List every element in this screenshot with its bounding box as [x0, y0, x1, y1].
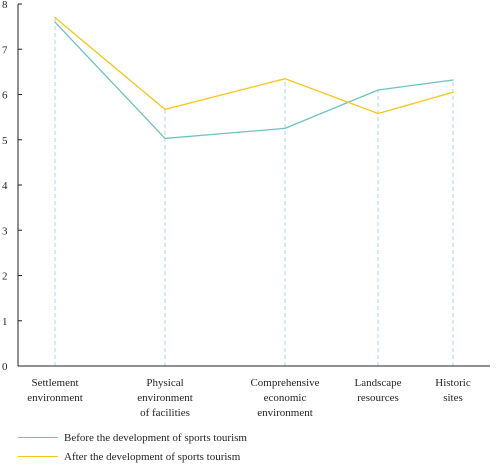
- x-axis-category-labels: Settlement environment Physical environment…: [27, 377, 471, 419]
- y-tick-label: 5: [2, 135, 8, 147]
- x-category-label-line: Historic: [435, 377, 471, 389]
- y-tick-label: 6: [2, 90, 8, 102]
- series-point: [54, 17, 56, 19]
- x-category-label-line: environment: [137, 392, 193, 404]
- x-category-label: Historic sites: [435, 377, 471, 404]
- series-point: [377, 89, 379, 91]
- data-series: [54, 17, 454, 140]
- series-point: [452, 91, 454, 93]
- y-tick-label: 0: [2, 361, 8, 373]
- x-category-label-line: environment: [27, 392, 83, 404]
- series-point: [164, 137, 166, 139]
- series-point: [284, 127, 286, 129]
- y-tick-label: 8: [2, 0, 8, 11]
- x-category-label-line: economic: [264, 392, 307, 404]
- series-point: [164, 108, 166, 110]
- x-category-label-line: Landscape: [354, 377, 401, 389]
- series-point: [452, 79, 454, 81]
- x-category-label-line: resources: [357, 392, 399, 404]
- x-category-label-line: Settlement: [31, 377, 78, 389]
- y-tick-label: 2: [2, 271, 8, 283]
- line-chart: 0 1 2 3 4 5 6 7 8 Settlement environment Physical e…: [2, 0, 490, 419]
- x-category-label: Physical environment of facilities: [137, 377, 193, 419]
- y-tick-label: 1: [2, 316, 8, 328]
- y-axis-ticks: 0 1 2 3 4 5 6 7 8: [2, 0, 22, 373]
- x-category-label: Comprehensive economic environment: [250, 377, 319, 419]
- legend: Before the development of sports tourism…: [18, 428, 247, 466]
- series-line-1: [54, 17, 454, 115]
- x-category-label-line: Comprehensive: [250, 377, 319, 389]
- legend-item-after: After the development of sports tourism: [18, 447, 247, 466]
- series-point: [377, 112, 379, 115]
- y-tick-label: 4: [2, 180, 8, 192]
- legend-label-after: After the development of sports tourism: [64, 450, 241, 463]
- x-category-label: Landscape resources: [354, 377, 401, 404]
- series-point: [284, 78, 286, 80]
- series-point: [54, 21, 56, 23]
- series-line-0: [54, 21, 454, 140]
- vertical-guide-lines: [54, 17, 454, 366]
- y-tick-label: 3: [2, 225, 8, 237]
- y-tick-label: 7: [2, 44, 8, 56]
- x-category-label-line: of facilities: [140, 407, 190, 419]
- x-category-label-line: environment: [257, 407, 313, 419]
- legend-swatch-after: [18, 456, 58, 457]
- x-category-label-line: Physical: [146, 377, 183, 389]
- x-category-label: Settlement environment: [27, 377, 83, 404]
- legend-swatch-before: [18, 437, 58, 438]
- x-category-label-line: sites: [443, 392, 463, 404]
- legend-item-before: Before the development of sports tourism: [18, 428, 247, 447]
- legend-label-before: Before the development of sports tourism: [64, 431, 247, 444]
